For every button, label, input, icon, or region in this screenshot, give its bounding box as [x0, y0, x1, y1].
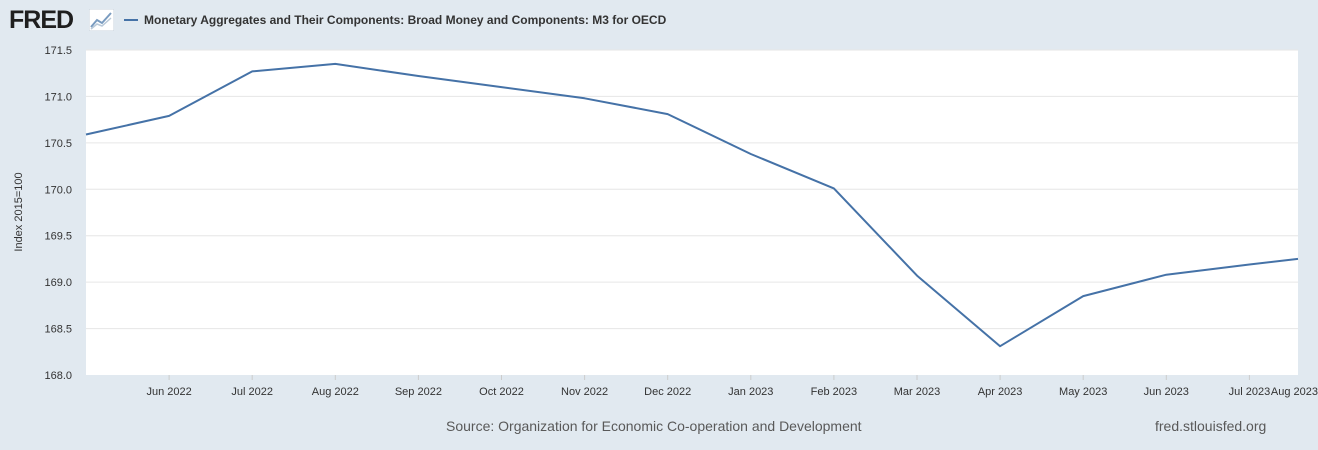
- data-point[interactable]: [831, 185, 837, 191]
- x-tick-label: May 2023: [1059, 386, 1107, 398]
- x-tick-label: Feb 2023: [811, 386, 857, 398]
- data-point[interactable]: [997, 343, 1003, 349]
- x-tick-label: Nov 2022: [561, 386, 608, 398]
- data-point[interactable]: [166, 113, 172, 119]
- data-point[interactable]: [914, 273, 920, 279]
- site-link[interactable]: fred.stlouisfed.org: [1155, 418, 1267, 434]
- data-point[interactable]: [582, 95, 588, 101]
- data-point[interactable]: [748, 151, 754, 157]
- data-point[interactable]: [1295, 256, 1301, 262]
- x-tick-label: Jul 2022: [231, 386, 273, 398]
- y-tick-label: 170.0: [44, 184, 72, 196]
- x-tick-label: Jul 2023: [1229, 386, 1271, 398]
- y-axis-ticks: 168.0 168.5 169.0 169.5 170.0 170.5 171.0 171.5: [44, 45, 72, 382]
- data-point[interactable]: [415, 73, 421, 79]
- data-point[interactable]: [249, 68, 255, 74]
- data-point[interactable]: [83, 132, 89, 138]
- x-tick-label: Sep 2022: [395, 386, 442, 398]
- x-tick-label: Oct 2022: [479, 386, 524, 398]
- trend-line-icon: [89, 9, 114, 31]
- data-point[interactable]: [332, 61, 338, 67]
- grid-lines: [86, 49, 1298, 330]
- x-tick-label: Aug 2023: [1271, 386, 1318, 398]
- legend-series-swatch: [124, 19, 138, 21]
- plot-area: [86, 50, 1298, 375]
- series-line-m3-oecd[interactable]: [85, 62, 1299, 348]
- y-tick-label: 171.5: [44, 45, 72, 57]
- y-tick-label: 168.0: [44, 370, 72, 382]
- y-tick-label: 170.5: [44, 138, 72, 150]
- x-axis-ticks: Jun 2022 Jul 2022 Aug 2022 Sep 2022 Oct 2022…: [146, 375, 1318, 398]
- x-tick-label: Jan 2023: [728, 386, 773, 398]
- fred-logo[interactable]: FRED: [9, 6, 74, 34]
- legend-series-label: Monetary Aggregates and Their Components…: [144, 13, 667, 27]
- data-point[interactable]: [1163, 272, 1169, 278]
- source-note: Source: Organization for Economic Co-ope…: [446, 418, 862, 434]
- y-tick-label: 169.0: [44, 277, 72, 289]
- chart-legend[interactable]: Monetary Aggregates and Their Components…: [124, 12, 666, 28]
- x-tick-label: Mar 2023: [894, 386, 940, 398]
- y-axis-label: Index 2015=100: [13, 172, 25, 251]
- x-tick-label: Jun 2023: [1144, 386, 1189, 398]
- x-tick-label: Aug 2022: [312, 386, 359, 398]
- x-tick-label: Dec 2022: [644, 386, 691, 398]
- y-tick-label: 171.0: [44, 91, 72, 103]
- x-tick-label: Jun 2022: [146, 386, 191, 398]
- chart-header: FRED Monetary Aggregates and Their Compo…: [0, 0, 1318, 40]
- y-tick-label: 169.5: [44, 231, 72, 243]
- data-point[interactable]: [499, 84, 505, 90]
- y-tick-label: 168.5: [44, 324, 72, 336]
- data-point[interactable]: [1246, 262, 1252, 268]
- x-tick-label: Apr 2023: [978, 386, 1023, 398]
- line-chart[interactable]: 168.0 168.5 169.0 169.5 170.0 170.5 171.0 171.5…: [0, 0, 1318, 410]
- data-point[interactable]: [665, 111, 671, 117]
- data-point[interactable]: [1080, 293, 1086, 299]
